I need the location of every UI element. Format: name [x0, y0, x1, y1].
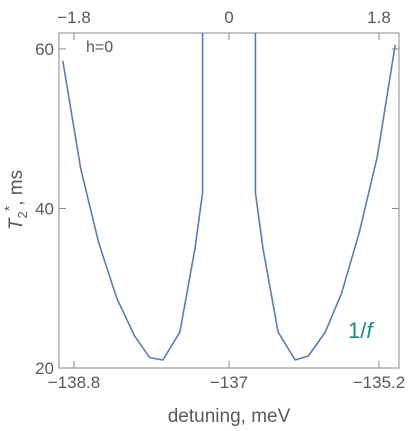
y-tick-label-1: 40 — [35, 199, 54, 218]
axis-ticks — [59, 33, 399, 369]
series-line-1 — [254, 33, 396, 361]
y-axis-label-rest: , ms — [6, 170, 27, 206]
y-axis-label-sub: 2 — [15, 211, 30, 218]
x-top-tick-label-0: −1.8 — [57, 8, 91, 27]
annotation-1f-italic: f — [366, 318, 375, 343]
x-top-tick-label-2: 1.8 — [367, 8, 391, 27]
x-tick-label-2: −135.2 — [353, 373, 405, 392]
x-top-tick-label-1: 0 — [224, 8, 233, 27]
annotation-1f: 1/f — [348, 318, 375, 343]
y-axis-label-sup: * — [1, 205, 17, 211]
series-line-0 — [62, 33, 204, 361]
x-axis-label: detuning, meV — [168, 406, 291, 427]
axis-tick-labels: −138.8 −137 −135.2 −1.8 0 1.8 20 40 60 — [35, 8, 405, 392]
y-tick-label-2: 60 — [35, 40, 54, 59]
y-axis-label-main: T — [6, 217, 27, 230]
annotation-h0: h=0 — [86, 39, 113, 56]
y-tick-label-0: 20 — [35, 359, 54, 378]
y-axis-label: T2*, ms — [1, 170, 30, 230]
x-tick-label-1: −137 — [210, 373, 248, 392]
annotation-1f-main: 1/ — [348, 318, 367, 343]
x-tick-label-0: −138.8 — [48, 373, 100, 392]
data-series — [62, 33, 396, 361]
